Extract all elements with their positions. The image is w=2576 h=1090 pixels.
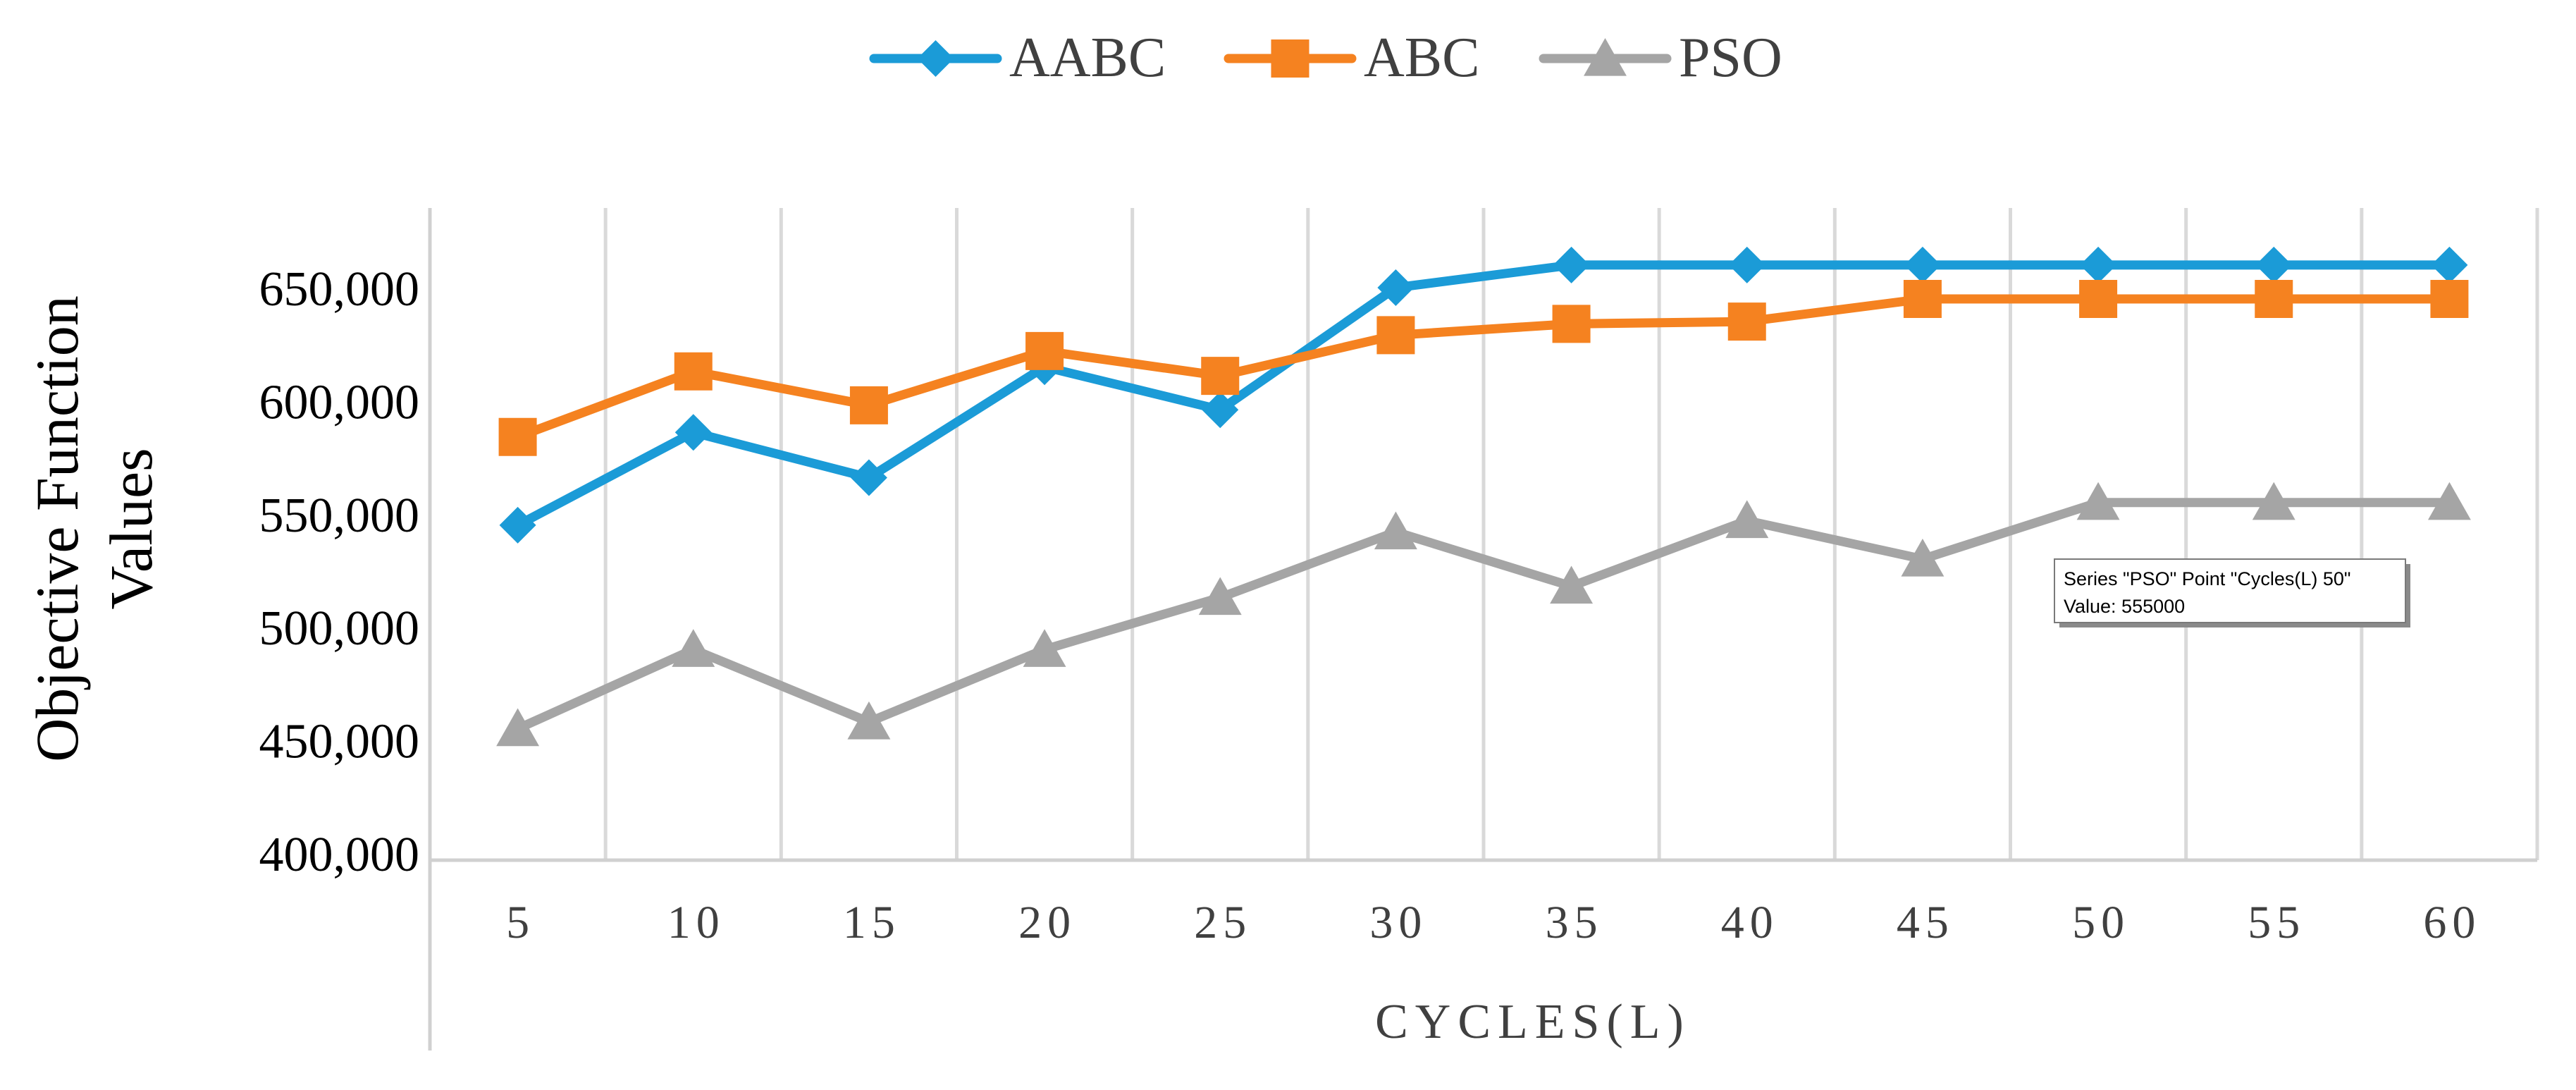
legend-entry-aabc[interactable]: AABC — [869, 27, 1166, 89]
y-tick-label: 550,000 — [259, 489, 420, 543]
x-tick-label: 55 — [2248, 897, 2305, 948]
data-point-abc[interactable] — [1903, 280, 1942, 319]
data-point-abc[interactable] — [1727, 302, 1766, 341]
legend-entry-abc[interactable]: ABC — [1224, 27, 1480, 89]
data-point-aabc[interactable] — [499, 506, 536, 544]
series-line-pso — [513, 498, 2454, 734]
data-point-tooltip: Series "PSO" Point "Cycles(L) 50" Value:… — [2054, 558, 2410, 627]
data-point-pso[interactable] — [1901, 538, 1945, 577]
data-point-aabc[interactable] — [1377, 269, 1415, 306]
data-point-aabc[interactable] — [1728, 246, 1765, 283]
y-tick-label: 500,000 — [259, 601, 420, 656]
x-tick-label: 15 — [843, 897, 901, 948]
x-axis-ticks: 5 10 15 20 25 30 35 40 45 50 55 60 — [506, 897, 2481, 948]
y-tick-label: 650,000 — [259, 262, 420, 317]
data-point-abc[interactable] — [2079, 280, 2118, 319]
series-lines — [513, 260, 2454, 734]
legend-label-abc: ABC — [1364, 27, 1480, 89]
y-axis-title: Objective Function Values — [23, 295, 165, 762]
x-tick-label: 20 — [1018, 897, 1076, 948]
data-point-pso[interactable] — [496, 708, 540, 747]
x-tick-label: 10 — [667, 897, 725, 948]
data-point-pso[interactable] — [672, 629, 715, 667]
data-point-abc[interactable] — [1376, 316, 1415, 355]
tooltip-box — [2054, 558, 2406, 623]
data-point-aabc[interactable] — [1553, 246, 1590, 283]
legend-label-pso: PSO — [1679, 27, 1782, 89]
tooltip-series-point: Series "PSO" Point "Cycles(L) 50" — [2064, 568, 2350, 589]
data-point-abc[interactable] — [2255, 280, 2293, 319]
data-point-aabc[interactable] — [1202, 391, 1239, 429]
x-tick-label: 40 — [1721, 897, 1779, 948]
data-point-pso[interactable] — [2252, 482, 2295, 520]
data-point-aabc[interactable] — [2080, 246, 2117, 283]
tooltip-value: Value: 555000 — [2064, 596, 2185, 617]
data-point-pso[interactable] — [1725, 500, 1769, 539]
y-axis-title-line-2: Values — [97, 448, 165, 609]
data-point-abc[interactable] — [2430, 280, 2469, 319]
legend-label-aabc: AABC — [1009, 27, 1166, 89]
data-point-aabc[interactable] — [1904, 246, 1941, 283]
y-tick-label: 400,000 — [259, 828, 420, 882]
y-axis-ticks: 400,000 450,000 500,000 550,000 600,000 650,0… — [259, 262, 420, 882]
x-tick-label: 25 — [1194, 897, 1252, 948]
data-point-aabc[interactable] — [674, 414, 712, 451]
x-tick-label: 35 — [1546, 897, 1603, 948]
data-point-aabc[interactable] — [850, 459, 887, 496]
x-axis-title: CYCLES(L) — [1375, 995, 1691, 1049]
x-tick-label: 60 — [2423, 897, 2481, 948]
data-point-abc[interactable] — [1552, 305, 1591, 343]
data-point-abc[interactable] — [498, 417, 537, 456]
data-point-pso[interactable] — [1550, 565, 1594, 604]
data-point-abc[interactable] — [1025, 331, 1064, 370]
series-markers — [496, 246, 2471, 747]
series-line-abc — [513, 294, 2454, 442]
x-tick-label: 45 — [1897, 897, 1954, 948]
y-tick-label: 600,000 — [259, 375, 420, 429]
data-point-aabc[interactable] — [2431, 246, 2468, 283]
series-layer — [496, 246, 2471, 747]
legend-marker-aabc — [917, 40, 954, 77]
data-point-pso[interactable] — [847, 701, 891, 740]
y-tick-label: 450,000 — [259, 715, 420, 769]
data-point-pso[interactable] — [2427, 482, 2471, 520]
data-point-pso[interactable] — [1198, 577, 1242, 616]
x-tick-label: 30 — [1369, 897, 1427, 948]
legend[interactable]: AABC ABC PSO — [869, 27, 1782, 89]
legend-marker-pso — [1584, 38, 1627, 76]
x-tick-label: 5 — [506, 897, 535, 948]
data-point-aabc[interactable] — [2255, 246, 2293, 283]
data-point-abc[interactable] — [674, 352, 713, 391]
data-point-pso[interactable] — [1023, 629, 1066, 667]
data-point-abc[interactable] — [1201, 357, 1240, 396]
legend-marker-abc — [1271, 39, 1309, 78]
data-point-pso[interactable] — [2076, 482, 2120, 520]
data-point-abc[interactable] — [849, 386, 888, 424]
legend-entry-pso[interactable]: PSO — [1539, 27, 1782, 89]
y-axis-title-line-1: Objective Function — [23, 295, 91, 762]
x-tick-label: 50 — [2072, 897, 2130, 948]
data-point-pso[interactable] — [1374, 511, 1417, 550]
series-line-aabc — [513, 260, 2454, 530]
